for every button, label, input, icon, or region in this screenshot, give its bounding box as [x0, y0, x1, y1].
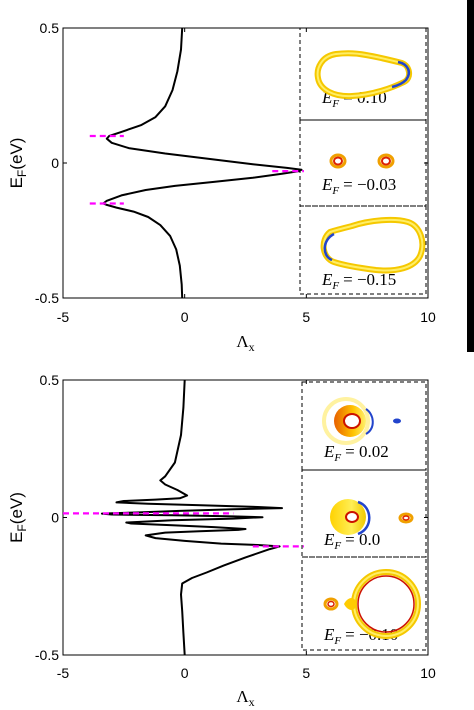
- x-tick-label: 0: [181, 665, 189, 681]
- x-tick-label: 5: [302, 309, 310, 325]
- fermi-surface-ef-m0.10: [323, 569, 421, 639]
- x-tick-label: 0: [181, 309, 189, 325]
- x-tick-label: 10: [420, 665, 436, 681]
- inset-label: EF = 0.0: [323, 530, 380, 552]
- x-tick-label: -5: [57, 309, 70, 325]
- x-axis-label: Λx: [236, 332, 254, 354]
- y-tick-label: 0.5: [40, 20, 60, 36]
- fermi-surface-ef-0.0: [330, 499, 414, 536]
- dos-curve: [100, 379, 283, 656]
- y-tick-label: 0: [51, 155, 59, 171]
- inset-frame: [301, 469, 427, 558]
- y-tick-label: -0.5: [35, 647, 59, 663]
- fermi-surface-ef-m0.03: [329, 153, 395, 169]
- fermi-surface-ef-m0.15: [320, 216, 426, 274]
- fermi-surface-insets: [314, 50, 426, 639]
- inset-frame: [299, 205, 427, 295]
- fermi-surface-ef-0.02: [322, 397, 401, 445]
- dos-curve: [102, 27, 303, 299]
- fermi-surface-ef-0.10: [314, 50, 412, 100]
- y-tick-label: 0.5: [40, 372, 60, 388]
- inset-label: EF = −0.03: [321, 175, 396, 197]
- inset-frame: [301, 556, 427, 651]
- inset-label: EF = 0.02: [323, 442, 389, 464]
- x-tick-label: 10: [420, 309, 436, 325]
- inset-label: EF = −0.15: [321, 270, 396, 292]
- y-axis-label: EF(eV): [7, 138, 29, 189]
- x-tick-label: -5: [57, 665, 70, 681]
- y-axis-label: EF(eV): [7, 492, 29, 543]
- x-tick-label: 5: [302, 665, 310, 681]
- panel-edge-bar: [467, 0, 474, 352]
- y-tick-label: 0: [51, 510, 59, 526]
- inset-frame: [301, 381, 427, 471]
- y-tick-label: -0.5: [35, 290, 59, 306]
- x-axis-label: Λx: [236, 687, 254, 709]
